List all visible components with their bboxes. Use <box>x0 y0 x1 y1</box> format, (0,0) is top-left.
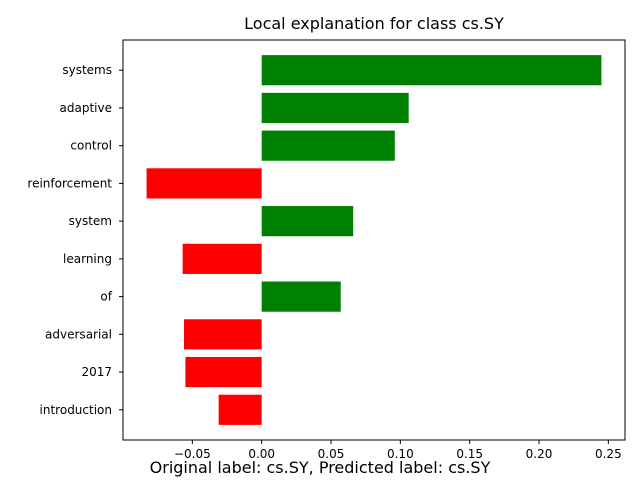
x-axis-ticks: −0.05 0.00 0.05 0.10 0.15 0.20 0.25 <box>174 440 622 461</box>
x-tick-label: 0.00 <box>248 447 275 461</box>
y-tick-label: system <box>69 214 112 228</box>
bar-reinforcement <box>146 168 262 199</box>
prediction-caption: Original label: cs.SY, Predicted label: … <box>149 458 491 477</box>
y-tick-label: systems <box>62 63 112 77</box>
x-tick-label: 0.25 <box>595 447 622 461</box>
bar-2017 <box>185 356 262 388</box>
y-tick-label: of <box>100 290 112 304</box>
y-tick-label: control <box>70 139 112 153</box>
x-tick-label: 0.20 <box>526 447 553 461</box>
y-tick-label: adaptive <box>60 101 112 115</box>
y-tick-label: reinforcement <box>27 176 112 190</box>
plot-frame <box>122 39 626 441</box>
x-tick-label: 0.10 <box>387 447 414 461</box>
bar-adaptive <box>261 92 409 124</box>
y-tick-label: 2017 <box>81 365 112 379</box>
y-tick-label: learning <box>63 252 112 266</box>
x-tick-label: 0.15 <box>456 447 483 461</box>
x-tick-label: −0.05 <box>174 447 211 461</box>
bar-systems <box>261 55 602 86</box>
bar-learning <box>182 243 262 274</box>
bar-of <box>261 281 341 312</box>
bar-adversarial <box>184 319 262 350</box>
bar-control <box>261 130 395 161</box>
bar-introduction <box>218 394 262 425</box>
chart-title: Local explanation for class cs.SY <box>244 14 504 33</box>
bars-group <box>146 55 602 425</box>
bar-system <box>261 206 354 237</box>
x-tick-label: 0.05 <box>318 447 345 461</box>
y-tick-label: introduction <box>40 403 112 417</box>
y-axis-ticks: systems adaptive control reinforcement syste… <box>27 63 123 417</box>
y-tick-label: adversarial <box>45 327 112 341</box>
